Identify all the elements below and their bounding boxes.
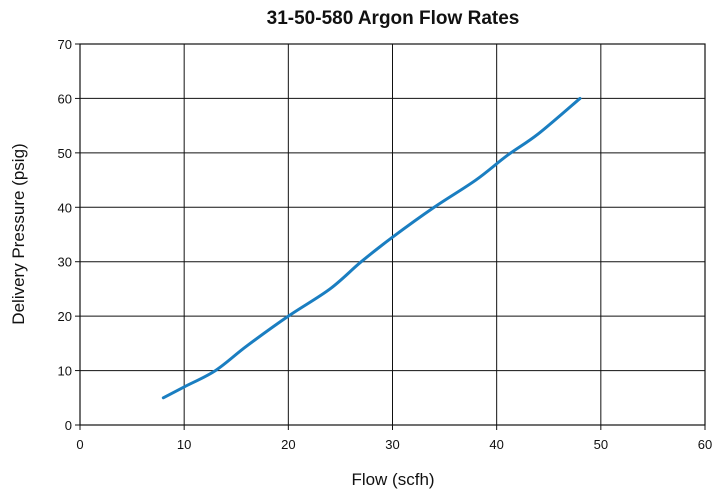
y-axis-label: Delivery Pressure (psig) [9, 143, 28, 324]
y-tick-label: 70 [58, 37, 72, 52]
x-axis-label: Flow (scfh) [351, 470, 434, 489]
y-tick-label: 60 [58, 91, 72, 106]
tick-labels: 0 10 20 30 40 50 60 0 10 20 30 40 50 60 70 [58, 37, 713, 452]
y-tick-label: 40 [58, 200, 72, 215]
x-tick-label: 10 [177, 437, 191, 452]
y-tick-label: 20 [58, 309, 72, 324]
grid [79, 43, 706, 426]
x-tick-label: 30 [385, 437, 399, 452]
x-tick-label: 40 [489, 437, 503, 452]
x-tick-label: 0 [76, 437, 83, 452]
x-tick-label: 60 [698, 437, 712, 452]
y-tick-label: 50 [58, 146, 72, 161]
y-tick-label: 10 [58, 364, 72, 379]
y-tick-label: 30 [58, 255, 72, 270]
y-tick-label: 0 [65, 418, 72, 433]
chart-title: 31-50-580 Argon Flow Rates [267, 8, 520, 29]
series-line [161, 96, 582, 400]
x-tick-label: 20 [281, 437, 295, 452]
x-tick-label: 50 [594, 437, 608, 452]
